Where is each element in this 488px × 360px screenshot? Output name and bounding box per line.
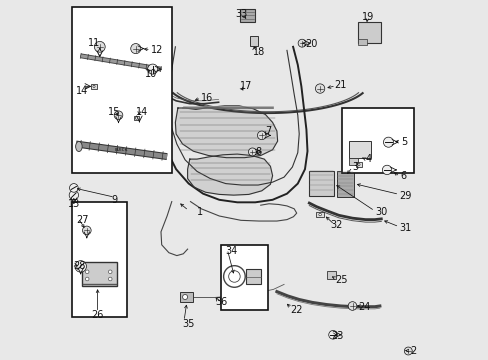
Text: 2: 2 xyxy=(409,346,415,356)
Text: 34: 34 xyxy=(225,246,238,256)
Text: 16: 16 xyxy=(200,93,212,103)
Text: 8: 8 xyxy=(255,147,261,157)
Text: 35: 35 xyxy=(182,319,195,329)
Bar xyxy=(82,262,117,286)
Circle shape xyxy=(82,226,91,235)
Circle shape xyxy=(75,261,86,272)
Bar xyxy=(316,212,323,217)
Text: 24: 24 xyxy=(358,302,370,312)
Bar xyxy=(348,158,357,165)
Bar xyxy=(358,22,380,43)
Circle shape xyxy=(257,131,265,140)
Text: 1: 1 xyxy=(197,207,203,217)
Bar xyxy=(250,36,258,46)
Text: 14: 14 xyxy=(76,86,88,96)
Circle shape xyxy=(347,302,356,310)
Circle shape xyxy=(248,148,256,156)
Text: 15: 15 xyxy=(108,107,121,117)
Text: 12: 12 xyxy=(151,45,163,55)
Text: 17: 17 xyxy=(240,81,252,91)
Circle shape xyxy=(182,294,187,300)
Text: 6: 6 xyxy=(400,171,406,181)
Text: 7: 7 xyxy=(265,126,271,136)
Circle shape xyxy=(357,163,359,166)
Circle shape xyxy=(135,117,138,119)
Ellipse shape xyxy=(76,141,82,152)
Circle shape xyxy=(85,277,89,281)
Circle shape xyxy=(328,330,337,339)
Text: 28: 28 xyxy=(73,261,85,271)
Text: 32: 32 xyxy=(329,220,342,230)
Text: 23: 23 xyxy=(331,331,343,341)
Circle shape xyxy=(298,39,305,47)
Circle shape xyxy=(85,270,89,274)
Bar xyxy=(336,171,353,197)
Text: 5: 5 xyxy=(401,137,407,147)
Text: 9: 9 xyxy=(112,195,118,205)
Text: 4: 4 xyxy=(365,154,371,164)
Bar xyxy=(245,269,261,284)
Bar xyxy=(72,202,127,317)
Circle shape xyxy=(94,41,105,52)
Circle shape xyxy=(147,64,158,74)
Text: 19: 19 xyxy=(361,12,373,22)
Text: 20: 20 xyxy=(305,39,317,49)
Text: 18: 18 xyxy=(253,47,265,57)
Text: 29: 29 xyxy=(399,191,411,201)
Text: 25: 25 xyxy=(335,275,347,285)
Bar xyxy=(348,141,370,158)
Bar xyxy=(91,84,97,89)
Bar xyxy=(326,271,335,279)
Text: 33: 33 xyxy=(235,9,247,19)
Bar xyxy=(358,39,366,45)
Text: 22: 22 xyxy=(289,305,302,315)
Bar xyxy=(221,245,267,310)
Text: 11: 11 xyxy=(88,38,100,48)
Polygon shape xyxy=(175,106,277,158)
Polygon shape xyxy=(187,154,272,195)
Bar xyxy=(309,171,333,196)
Bar xyxy=(355,162,362,167)
Text: 36: 36 xyxy=(215,297,227,307)
Text: 13: 13 xyxy=(68,199,80,210)
Bar xyxy=(240,9,254,22)
Circle shape xyxy=(382,165,391,175)
Text: 14: 14 xyxy=(136,107,148,117)
Circle shape xyxy=(69,190,79,200)
Bar xyxy=(180,292,193,302)
Bar xyxy=(72,7,172,173)
Text: 31: 31 xyxy=(399,222,411,233)
Circle shape xyxy=(108,277,112,281)
Circle shape xyxy=(69,184,78,192)
Text: 30: 30 xyxy=(374,207,386,217)
Text: 27: 27 xyxy=(76,215,88,225)
Text: 26: 26 xyxy=(91,310,103,320)
Bar xyxy=(341,108,413,173)
Circle shape xyxy=(114,111,122,120)
Text: 21: 21 xyxy=(333,80,346,90)
Circle shape xyxy=(315,84,324,93)
Bar xyxy=(134,116,139,120)
Text: 10: 10 xyxy=(145,69,157,79)
Circle shape xyxy=(130,44,141,54)
Circle shape xyxy=(108,270,112,274)
Circle shape xyxy=(383,137,393,147)
Circle shape xyxy=(93,85,95,87)
Circle shape xyxy=(404,347,411,355)
Text: 3: 3 xyxy=(352,162,358,172)
Text: BUICK: BUICK xyxy=(114,148,128,153)
Circle shape xyxy=(318,213,321,216)
